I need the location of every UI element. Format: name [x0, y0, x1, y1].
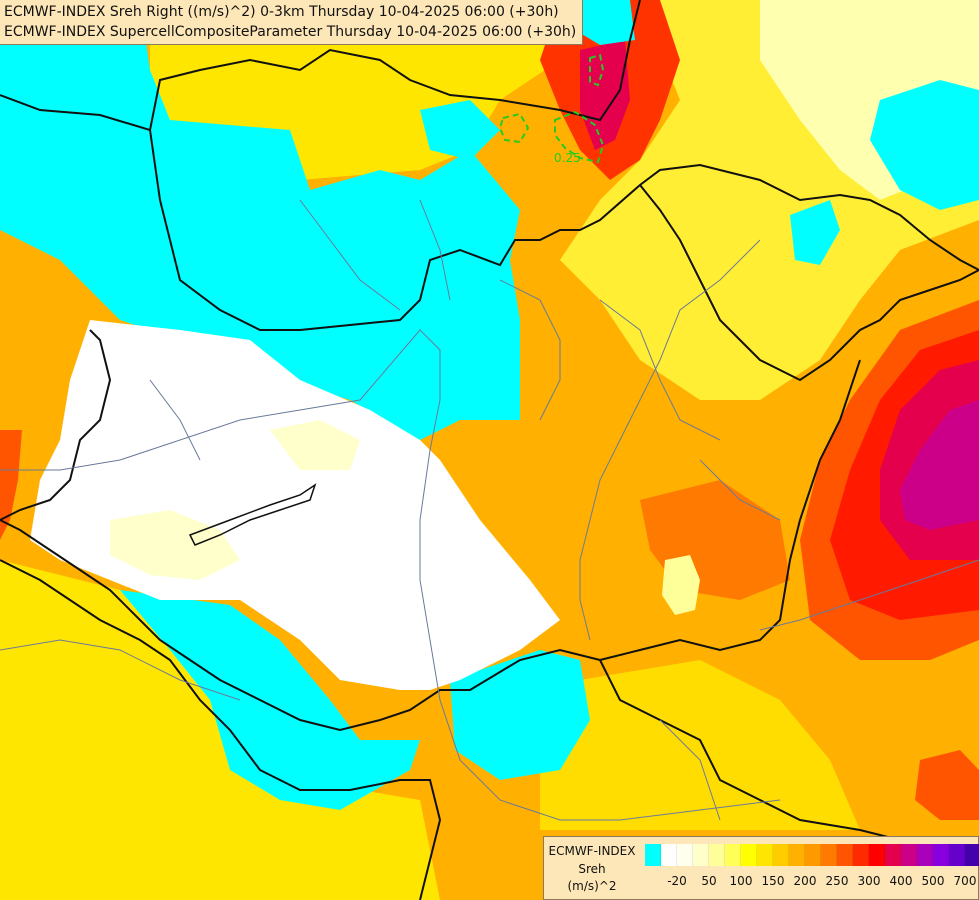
border-hungary-romania — [599, 359, 861, 661]
border-austria — [0, 329, 112, 521]
river-mures — [759, 559, 979, 631]
border-poland-north — [149, 0, 641, 131]
color-legend: ECMWF-INDEX Sreh (m/s)^2 -20 50 100 150 200 2… — [543, 836, 979, 900]
cyan-field-northwest — [0, 0, 520, 440]
yellow-field-southeast — [540, 660, 860, 830]
river-danube — [0, 329, 781, 821]
legend-swatch — [885, 844, 901, 866]
title-sreh: ECMWF-INDEX Sreh Right ((m/s)^2) 0-3km T… — [4, 4, 559, 20]
scp-contour-a — [589, 53, 605, 87]
legend-swatch — [757, 844, 773, 866]
legend-tick-label: 100 — [729, 874, 753, 888]
legend-swatch — [805, 844, 821, 866]
region-line-5 — [659, 719, 721, 821]
border-hungary-serbia — [0, 519, 601, 732]
legend-tick-label: 700 — [953, 874, 977, 888]
legend-swatch — [949, 844, 965, 866]
border-ukraine — [639, 184, 979, 382]
region-line-3 — [699, 459, 781, 521]
legend-tick-label: -20 — [667, 874, 687, 888]
cyan-field-southwest — [120, 590, 420, 810]
legend-swatch — [901, 844, 917, 866]
cyan-blob-northeast — [790, 200, 840, 265]
purple-core-east — [900, 400, 979, 530]
red-patch-southeast — [915, 750, 979, 820]
legend-variable: Sreh — [578, 862, 606, 876]
legend-swatch — [821, 844, 837, 866]
legend-swatch — [773, 844, 789, 866]
legend-swatch — [789, 844, 805, 866]
cyan-field-northeast — [870, 80, 979, 210]
legend-swatch — [645, 844, 661, 866]
red-patch-west — [0, 430, 22, 540]
legend-tick-label: 150 — [761, 874, 785, 888]
scp-contour-label: 0.25 — [554, 151, 581, 165]
river-tisza — [579, 239, 761, 641]
legend-tick-label: 200 — [793, 874, 817, 888]
river-drava — [0, 639, 241, 701]
scp-contours — [498, 53, 605, 164]
legend-tick-label: 400 — [889, 874, 913, 888]
light-yellow-patch-center — [270, 420, 360, 470]
cyan-field-north-center — [420, 100, 500, 160]
legend-unit: (m/s)^2 — [567, 879, 617, 893]
scp-contour-c — [554, 110, 605, 164]
legend-tick-label: 300 — [857, 874, 881, 888]
legend-tick-label: 250 — [825, 874, 849, 888]
legend-source: ECMWF-INDEX — [548, 844, 636, 858]
legend-swatch — [853, 844, 869, 866]
lake-balaton — [188, 483, 317, 546]
rivers-and-regions — [0, 199, 979, 821]
river-vah — [299, 199, 401, 311]
legend-swatch — [837, 844, 853, 866]
border-serbia-romania — [599, 659, 979, 851]
map-title-box: ECMWF-INDEX Sreh Right ((m/s)^2) 0-3km T… — [0, 0, 584, 45]
border-czech-poland — [0, 94, 979, 331]
legend-swatch — [677, 844, 693, 866]
yellow-spot-southeast — [662, 555, 700, 615]
region-line-2 — [599, 299, 721, 441]
legend-swatch — [725, 844, 741, 866]
legend-swatch — [693, 844, 709, 866]
legend-tick-label: 50 — [701, 874, 717, 888]
legend-tick-label: 500 — [921, 874, 945, 888]
region-line-1 — [499, 279, 561, 421]
legend-swatch — [917, 844, 933, 866]
legend-swatch — [709, 844, 725, 866]
region-line-4 — [149, 379, 201, 461]
legend-swatch — [869, 844, 885, 866]
title-scp: ECMWF-INDEX SupercellCompositeParameter … — [4, 24, 577, 40]
legend-color-bar — [645, 844, 979, 866]
legend-swatch — [741, 844, 757, 866]
legend-swatch — [933, 844, 949, 866]
legend-swatch — [661, 844, 677, 866]
legend-swatch — [965, 844, 979, 866]
river-hron — [419, 199, 451, 301]
cyan-field-south — [450, 650, 590, 780]
cyan-spot-north — [570, 0, 635, 45]
border-croatia — [0, 559, 442, 900]
light-yellow-patch-west — [110, 510, 240, 580]
